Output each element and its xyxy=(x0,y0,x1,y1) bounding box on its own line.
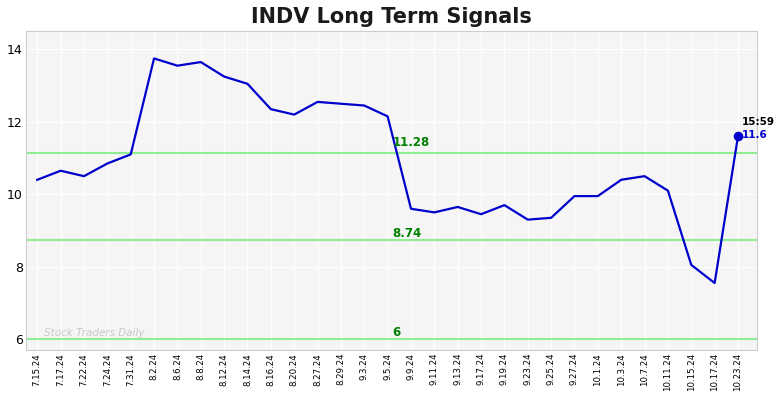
Text: 11.28: 11.28 xyxy=(392,137,430,150)
Text: 15:59: 15:59 xyxy=(742,117,775,127)
Text: Stock Traders Daily: Stock Traders Daily xyxy=(44,328,145,338)
Text: 11.6: 11.6 xyxy=(742,130,768,140)
Point xyxy=(731,133,744,140)
Text: 6: 6 xyxy=(392,326,401,339)
Text: 8.74: 8.74 xyxy=(392,227,422,240)
Title: INDV Long Term Signals: INDV Long Term Signals xyxy=(251,7,532,27)
